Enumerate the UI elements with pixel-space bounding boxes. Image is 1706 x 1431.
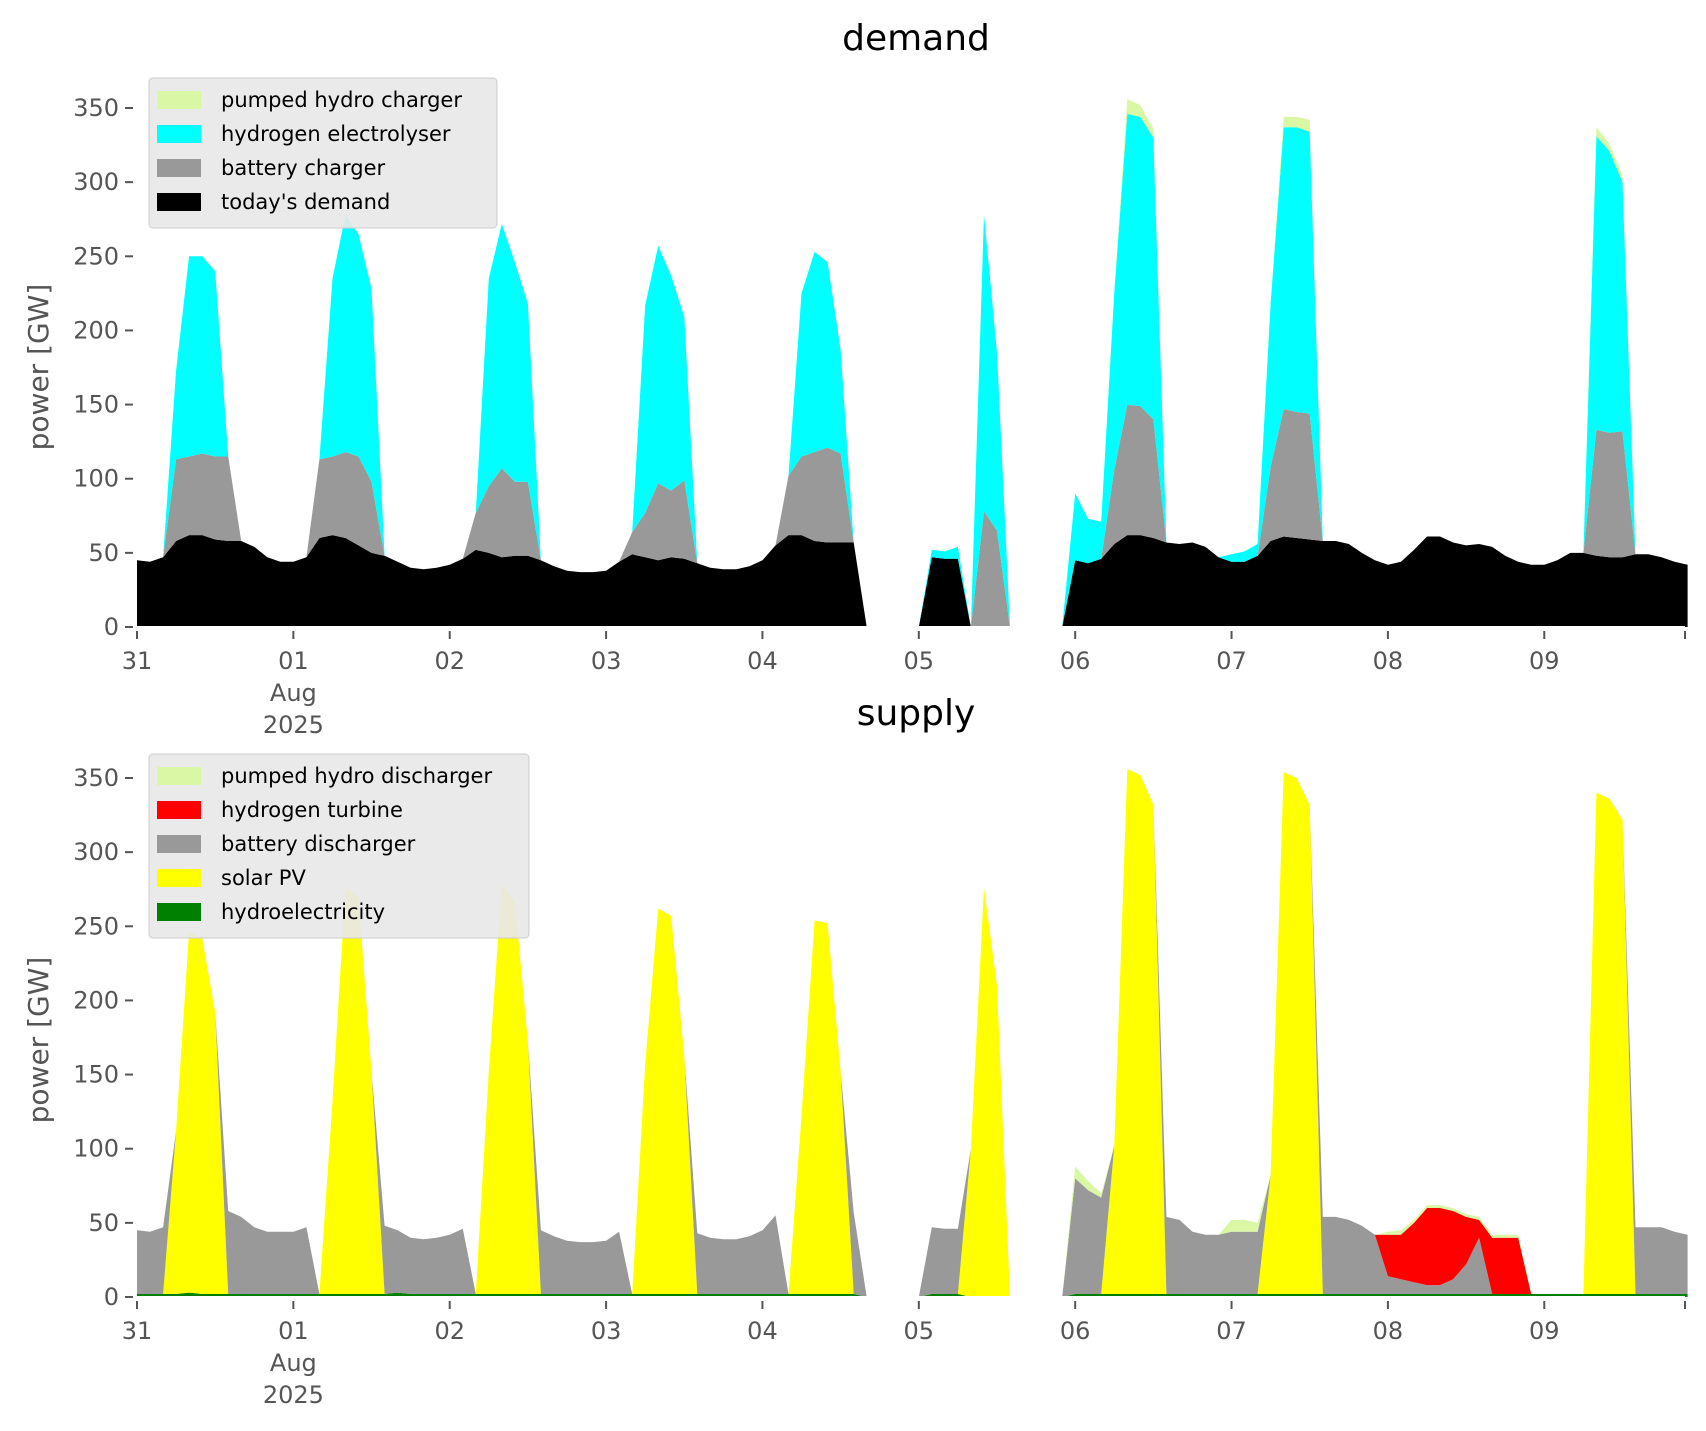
x-tick-label: 05 [904,1317,935,1345]
y-tick-label: 100 [73,1135,119,1163]
legend-swatch-pumped-hydro-discharger [157,767,201,785]
x-tick-sublabel: 2025 [263,1381,324,1409]
x-tick-label: 08 [1373,1317,1404,1345]
y-tick-label: 350 [73,764,119,792]
x-tick-label: 31 [122,1317,153,1345]
x-tick-label: 06 [1060,1317,1091,1345]
x-tick-label: 08 [1373,647,1404,675]
y-tick-label: 0 [104,613,119,641]
legend-label-hydrogen-turbine: hydrogen turbine [221,798,403,822]
x-tick-sublabel: 2025 [263,711,324,739]
area-solar-pv [137,769,1688,1297]
legend-label-battery-discharger: battery discharger [221,832,416,856]
legend-swatch-today-s-demand [157,193,201,211]
supply-axes: 0 50 100 150 200 250 300 350 31 01 02 03 04 05 06 07 08 0… [73,764,1686,1409]
x-tick-label: 09 [1529,1317,1560,1345]
y-tick-label: 250 [73,242,119,270]
legend-swatch-hydrogen-turbine [157,801,201,819]
y-tick-label: 200 [73,986,119,1014]
demand-panel: demand power [GW] 0501001502002503003503… [22,18,1688,739]
area-battery-discharger [137,769,1688,1297]
y-tick-label: 150 [73,1061,119,1089]
demand-axes: 0 50 100 150 200 250 300 350 31 01 02 03 04 05 06 07 08 0… [73,94,1686,739]
y-tick-label: 200 [73,316,119,344]
x-tick-label: 07 [1216,1317,1247,1345]
y-tick-label: 250 [73,912,119,940]
legend-label-hydroelectricity: hydroelectricity [221,900,385,924]
x-tick-label: 01 [278,1317,309,1345]
y-tick-label: 50 [88,539,119,567]
x-tick-sublabel: Aug [270,679,317,707]
demand-legend: pumped hydro charger hydrogen electrolyse… [148,77,498,229]
legend-label-pumped-hydro-charger: pumped hydro charger [221,88,462,112]
supply-areas [137,769,1688,1297]
legend-label-today-s-demand: today's demand [221,190,390,214]
area-hydrogen-electrolyser [137,113,1688,627]
y-tick-label: 0 [104,1283,119,1311]
x-tick-label: 01 [278,647,309,675]
demand-ylabel: power [GW] [22,284,55,451]
legend-label-hydrogen-electrolyser: hydrogen electrolyser [221,122,451,146]
legend-swatch-hydrogen-electrolyser [157,125,201,143]
x-tick-label: 04 [747,1317,778,1345]
y-tick-label: 50 [88,1209,119,1237]
legend-label-solar-pv: solar PV [221,866,306,890]
supply-panel: supply power [GW] 0501001502002503003503… [22,693,1688,1409]
legend-swatch-solar-pv [157,869,201,887]
y-tick-label: 150 [73,391,119,419]
x-tick-label: 05 [904,647,935,675]
legend-swatch-pumped-hydro-charger [157,91,201,109]
supply-title: supply [857,693,976,734]
x-tick-label: 06 [1060,647,1091,675]
x-tick-label: 02 [434,647,465,675]
area-battery-charger [137,404,1688,627]
supply-ylabel: power [GW] [22,957,55,1124]
legend-box [148,753,530,939]
y-tick-label: 100 [73,465,119,493]
y-tick-label: 350 [73,94,119,122]
y-tick-label: 300 [73,838,119,866]
supply-legend: pumped hydro discharger hydrogen turbine b… [148,753,530,939]
legend-swatch-battery-charger [157,159,201,177]
legend-box [148,77,498,229]
x-tick-label: 09 [1529,647,1560,675]
area-today-s-demand [137,535,1688,627]
demand-areas [137,99,1688,628]
demand-title: demand [842,18,990,59]
area-hydroelectricity [137,1292,1688,1297]
x-tick-label: 07 [1216,647,1247,675]
x-tick-label: 04 [747,647,778,675]
y-tick-label: 300 [73,168,119,196]
x-tick-sublabel: Aug [270,1349,317,1377]
legend-swatch-hydroelectricity [157,903,201,921]
x-tick-label: 02 [434,1317,465,1345]
legend-label-battery-charger: battery charger [221,156,386,180]
x-tick-label: 03 [591,1317,622,1345]
legend-label-pumped-hydro-discharger: pumped hydro discharger [221,764,492,788]
legend-swatch-battery-discharger [157,835,201,853]
x-tick-label: 31 [122,647,153,675]
x-tick-label: 03 [591,647,622,675]
